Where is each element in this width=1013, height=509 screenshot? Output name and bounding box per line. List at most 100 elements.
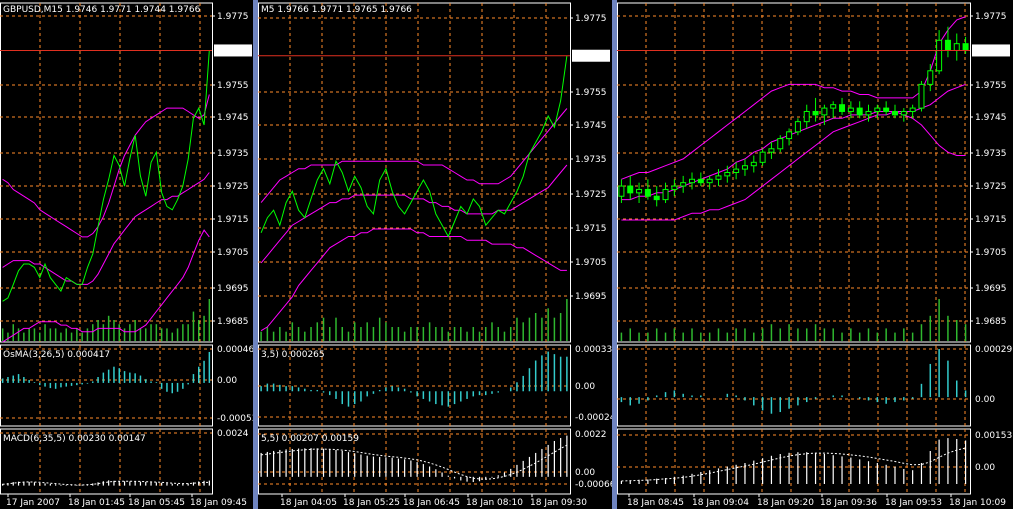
current-price-tag [972, 44, 1010, 57]
chart-window-left[interactable]: 1.9766 1.9775 1.9755 1.9745 1.9735 1.9725 1.97… [0, 0, 253, 509]
candle-body [644, 188, 651, 197]
pane-border [617, 428, 971, 495]
candle-body [636, 188, 643, 194]
price-tick-label: 1.9775 [975, 12, 1007, 22]
candle-body [794, 121, 801, 133]
candle-body [671, 185, 678, 190]
macd-signal-line [2, 480, 210, 486]
candle-body [936, 39, 943, 72]
osma-tick-label: 0.00 [975, 395, 995, 405]
osma-label: 3,5) 0.000265 [261, 350, 325, 360]
price-tick-label: 1.9715 [975, 215, 1007, 225]
candle-body [724, 172, 731, 177]
candle-body [927, 70, 934, 85]
price-tick-label: 1.9725 [575, 190, 607, 200]
macd-tick-label: 0.00 [975, 463, 995, 473]
price-tick-label: 1.9735 [575, 155, 607, 165]
time-tick-label: 18 Jan 09:30 [530, 498, 587, 508]
candle-body [874, 107, 881, 112]
candle-body [786, 131, 793, 140]
candle-body [689, 178, 696, 184]
time-tick-label: 17 Jan 2007 [6, 498, 60, 508]
middle-band-line [260, 164, 568, 264]
chart-left-svg[interactable]: 1.9766 1.9775 1.9755 1.9745 1.9735 1.9725 1.97… [0, 0, 253, 509]
lower-band-line [2, 229, 210, 343]
candle-body [900, 110, 907, 116]
price-tick-label: 1.9705 [975, 248, 1007, 258]
candle-body [830, 104, 837, 109]
price-tick-label: 1.9775 [575, 14, 607, 24]
price-tick-label: 1.9685 [217, 317, 249, 327]
candle-body [839, 104, 846, 112]
lower-band-line [260, 228, 567, 332]
price-tick-label: 1.9745 [975, 113, 1007, 123]
price-tick-label: 1.9745 [575, 121, 607, 131]
middle-band-line [621, 83, 966, 201]
pane-border [0, 344, 213, 427]
time-tick-label: 18 Jan 09:04 [692, 498, 749, 508]
osma-tick-label: 0.00046 [217, 345, 253, 355]
time-tick-label: 18 Jan 10:09 [949, 498, 1006, 508]
macd-signal-line [621, 447, 966, 482]
candle-body [812, 110, 819, 116]
time-tick-label: 18 Jan 09:36 [820, 498, 877, 508]
candle-body [662, 188, 669, 201]
macd-tick-label: -0.00066 [575, 480, 612, 490]
candle-body [803, 110, 810, 123]
middle-band-line [2, 172, 210, 285]
window-separator[interactable] [612, 0, 617, 509]
candle-body [909, 107, 916, 112]
macd-tick-label: 0.00 [575, 468, 595, 478]
price-tick-label: 1.9695 [217, 284, 249, 294]
candle-body [821, 107, 828, 116]
candle-body [777, 138, 784, 150]
candle-body [733, 168, 740, 174]
chart-title: M5 1.9766 1.9771 1.9765 1.9766 [261, 5, 412, 15]
osma-tick-label: -0.00053 [217, 414, 253, 424]
candle-body [865, 110, 872, 116]
chart-middle-svg[interactable]: 1.9766 1.9775 1.9755 1.9745 1.9735 1.9725 1.97… [258, 0, 612, 509]
candle-body [768, 148, 775, 153]
price-tick-label: 1.9755 [975, 81, 1007, 91]
time-tick-label: 18 Jan 01:45 [68, 498, 125, 508]
current-price-label: 1.9766 [574, 52, 606, 62]
price-tick-label: 1.9735 [975, 149, 1007, 159]
price-tick-label: 1.9695 [975, 284, 1007, 294]
osma-label: OsMA(3,26,5) 0.000417 [3, 350, 110, 360]
price-line [2, 50, 210, 302]
current-price-label: 1.9766 [974, 46, 1006, 56]
price-line [260, 55, 568, 238]
candle-body [706, 178, 713, 184]
upper-band-line [260, 108, 568, 203]
price-tick-label: 1.9705 [575, 258, 607, 268]
price-tick-label: 1.9695 [575, 292, 607, 302]
price-tick-label: 1.9705 [217, 248, 249, 258]
current-price-tag [572, 49, 610, 62]
macd-tick-label: 0.00153 [975, 431, 1012, 441]
time-tick-label: 18 Jan 09:53 [885, 498, 942, 508]
candle-body [856, 107, 863, 116]
macd-signal-line [261, 444, 568, 480]
chart-window-middle[interactable]: 1.9766 1.9775 1.9755 1.9745 1.9735 1.9725 1.97… [258, 0, 612, 509]
chart-title: GBPUSD,M15 1.9746 1.9771 1.9744 1.9766 [3, 5, 201, 15]
chart-right-svg[interactable]: 1.9766 1.9775 1.9755 1.9745 1.9735 1.9725 1.97… [617, 0, 1013, 509]
candle-body [918, 83, 925, 109]
pane-border [0, 2, 213, 343]
chart-window-right[interactable]: 1.9766 1.9775 1.9755 1.9745 1.9735 1.9725 1.97… [617, 0, 1013, 509]
candle-body [847, 107, 854, 112]
candle-body [680, 182, 687, 187]
candle-body [944, 39, 951, 51]
price-tick-label: 1.9725 [217, 182, 249, 192]
candle-body [741, 165, 748, 170]
osma-tick-label: 0.00033 [575, 345, 612, 355]
pane-border [617, 2, 971, 343]
time-tick-label: 18 Jan 09:45 [190, 498, 247, 508]
candle-body [883, 107, 890, 112]
candle-body [953, 43, 960, 51]
pane-border [258, 428, 571, 495]
window-separator[interactable] [253, 0, 258, 509]
price-tick-label: 1.9755 [575, 88, 607, 98]
macd-label: 5,5) 0.00207 0.00159 [261, 434, 359, 444]
price-tick-label: 1.9735 [217, 149, 249, 159]
time-tick-label: 18 Jan 08:45 [627, 498, 684, 508]
